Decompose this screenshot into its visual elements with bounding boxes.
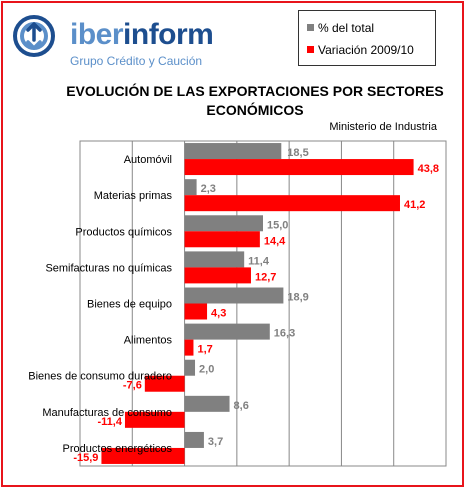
data-label: 43,8 bbox=[418, 163, 439, 175]
category-label: Bienes de consumo duradero bbox=[28, 371, 172, 383]
data-label: -11,4 bbox=[97, 416, 122, 428]
legend-label-change: Variación 2009/10 bbox=[318, 43, 414, 57]
bar-share bbox=[184, 179, 197, 196]
circular-arrows-icon bbox=[13, 15, 55, 57]
bar-change bbox=[184, 267, 251, 284]
data-label: 3,7 bbox=[208, 436, 223, 448]
data-label: -7,6 bbox=[123, 380, 142, 392]
category-label: Alimentos bbox=[124, 335, 173, 347]
brand-name-part1: iber bbox=[70, 18, 124, 51]
category-label: Materias primas bbox=[94, 190, 173, 202]
data-label: 18,5 bbox=[287, 147, 308, 159]
data-label: 4,3 bbox=[211, 308, 226, 320]
bar-change bbox=[101, 447, 185, 464]
chart-legend: % del total Variación 2009/10 bbox=[298, 10, 436, 66]
bar-share bbox=[184, 323, 270, 340]
category-label: Bienes de equipo bbox=[87, 299, 172, 311]
bar-change bbox=[144, 375, 185, 392]
iberinform-logo: iberinform Grupo Crédito y Caución bbox=[12, 10, 214, 72]
bar-share bbox=[184, 431, 204, 448]
data-label: 18,9 bbox=[287, 292, 308, 304]
chart-title: EVOLUCIÓN DE LAS EXPORTACIONES POR SECTO… bbox=[66, 83, 444, 118]
category-label: Manufacturas de consumo bbox=[42, 407, 172, 419]
bar-change bbox=[184, 195, 400, 212]
category-label: Semifacturas no químicas bbox=[45, 262, 172, 274]
chart-subtitle: Ministerio de Industria bbox=[329, 121, 437, 133]
bar-change bbox=[124, 411, 185, 428]
bar-change bbox=[184, 159, 414, 176]
bar-change bbox=[184, 231, 260, 248]
data-label: -15,9 bbox=[73, 452, 98, 464]
data-label: 2,3 bbox=[201, 183, 216, 195]
legend-item-share: % del total bbox=[307, 21, 374, 35]
data-label: 2,0 bbox=[199, 364, 214, 376]
brand-name: iberinform bbox=[70, 18, 214, 52]
bar-share bbox=[184, 251, 245, 268]
data-label: 41,2 bbox=[404, 199, 425, 211]
bar-share bbox=[184, 395, 230, 412]
brand-name-part2: inform bbox=[123, 18, 214, 51]
bar-share bbox=[184, 143, 282, 160]
data-label: 16,3 bbox=[274, 328, 295, 340]
brand-tagline: Grupo Crédito y Caución bbox=[70, 54, 203, 68]
legend-swatch-share bbox=[307, 24, 314, 31]
bar-share bbox=[184, 287, 284, 304]
legend-item-change: Variación 2009/10 bbox=[307, 43, 414, 57]
legend-swatch-change bbox=[307, 46, 314, 53]
bar-share bbox=[184, 359, 196, 376]
bar-change bbox=[184, 339, 194, 356]
data-label: 15,0 bbox=[267, 219, 288, 231]
data-label: 12,7 bbox=[255, 271, 276, 283]
data-label: 11,4 bbox=[248, 255, 270, 267]
legend-label-share: % del total bbox=[318, 21, 375, 35]
data-label: 1,7 bbox=[197, 344, 212, 356]
category-label: Productos energéticos bbox=[63, 443, 173, 455]
category-label: Productos químicos bbox=[75, 226, 172, 238]
category-label: Automóvil bbox=[124, 154, 172, 166]
data-label: 8,6 bbox=[234, 400, 249, 412]
data-label: 14,4 bbox=[264, 235, 286, 247]
bar-change bbox=[184, 303, 208, 320]
bar-share bbox=[184, 215, 263, 232]
